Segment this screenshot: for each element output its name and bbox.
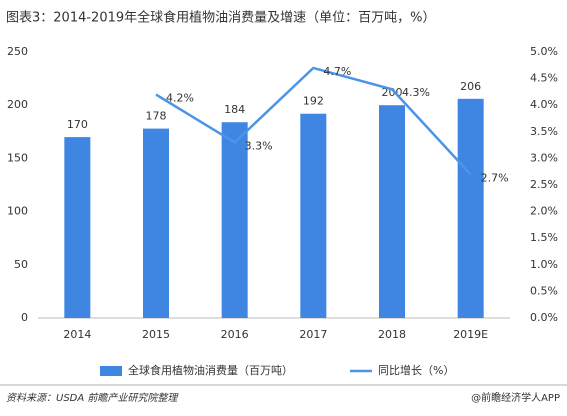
y2-tick-label: 2.5% <box>530 178 558 191</box>
y2-tick-label: 4.0% <box>530 98 558 111</box>
bar-label: 192 <box>303 95 324 108</box>
y2-tick-label: 3.0% <box>530 151 558 164</box>
bar-label: 184 <box>224 103 245 116</box>
y-tick-label: 250 <box>7 45 28 58</box>
bar <box>379 105 405 318</box>
bar <box>143 128 169 318</box>
line-label: 4.7% <box>323 65 351 78</box>
y2-tick-label: 1.0% <box>530 258 558 271</box>
y2-tick-label: 4.5% <box>530 72 558 85</box>
source: 资料来源：USDA 前瞻产业研究院整理 <box>6 392 179 404</box>
x-tick-label: 2014 <box>63 328 91 341</box>
x-tick-label: 2018 <box>378 328 406 341</box>
legend-label: 同比增长（%） <box>378 363 454 377</box>
bar <box>457 98 484 318</box>
bar <box>300 113 327 318</box>
y-tick-label: 100 <box>7 205 28 218</box>
y-tick-label: 200 <box>7 98 28 111</box>
y2-tick-label: 1.5% <box>530 231 558 244</box>
y2-tick-label: 3.5% <box>530 125 558 138</box>
bar <box>64 137 91 318</box>
x-tick-label: 2016 <box>221 328 249 341</box>
line-label: 4.2% <box>166 92 194 105</box>
bar-label: 178 <box>146 110 167 123</box>
bar <box>221 122 248 318</box>
y-tick-label: 0 <box>21 311 28 324</box>
y2-tick-label: 2.0% <box>530 205 558 218</box>
y-tick-label: 50 <box>14 258 28 271</box>
line <box>155 66 472 176</box>
y2-tick-label: 5.0% <box>530 45 558 58</box>
bar-label: 206 <box>460 80 481 93</box>
x-tick-label: 2017 <box>299 328 327 341</box>
chart-title: 图表3：2014-2019年全球食用植物油消费量及增速（单位：百万吨，%） <box>6 10 435 26</box>
legend-label: 全球食用植物油消费量（百万吨） <box>128 363 293 377</box>
legend-swatch <box>100 366 122 376</box>
line-label: 2.7% <box>481 171 509 184</box>
y-tick-label: 150 <box>7 151 28 164</box>
line-label: 4.3% <box>402 86 430 99</box>
y2-tick-label: 0.5% <box>530 284 558 297</box>
bar-label: 170 <box>67 118 88 131</box>
y2-tick-label: 0.0% <box>530 311 558 324</box>
credit: @前瞻经济学人APP <box>471 391 560 404</box>
line-label: 3.3% <box>245 139 273 152</box>
x-tick-label: 2019E <box>453 328 488 341</box>
x-tick-label: 2015 <box>142 328 170 341</box>
